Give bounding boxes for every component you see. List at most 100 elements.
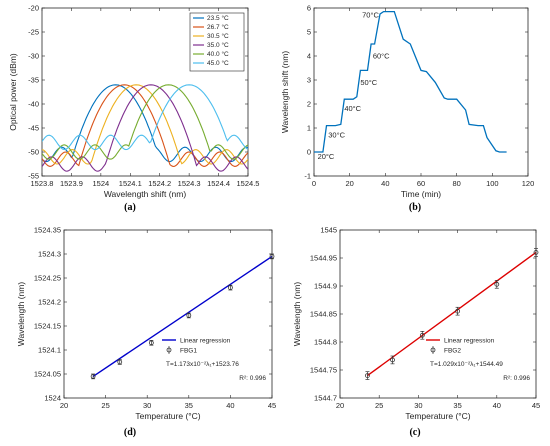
legend-entry: 30.5 °C bbox=[207, 32, 229, 40]
data-point bbox=[494, 281, 500, 287]
series-line bbox=[42, 84, 248, 151]
y-tick-label: 1544.9 bbox=[314, 282, 337, 291]
x-axis-label: Temperature (°C) bbox=[405, 411, 470, 421]
x-tick-label: 35 bbox=[453, 401, 461, 410]
x-tick-label: 40 bbox=[381, 179, 389, 188]
data-point bbox=[365, 373, 370, 379]
data-point bbox=[533, 249, 539, 255]
y-tick-label: 1 bbox=[307, 124, 311, 133]
x-tick-label: 1524.3 bbox=[178, 179, 201, 188]
fit-equation: T=1.029x10⁻²λ₁+1544.49 bbox=[430, 361, 503, 368]
panel-label: (d) bbox=[124, 427, 136, 438]
data-point bbox=[419, 332, 425, 338]
series-line bbox=[42, 84, 248, 160]
y-tick-label: -50 bbox=[28, 148, 39, 157]
temperature-annotation: 30°C bbox=[328, 131, 345, 140]
x-axis-label: Wavelength shift (nm) bbox=[104, 189, 187, 199]
y-tick-label: 0 bbox=[307, 148, 311, 157]
data-point bbox=[186, 313, 192, 318]
series-line bbox=[42, 84, 248, 172]
x-tick-label: 45 bbox=[268, 401, 276, 410]
x-tick-label: 35 bbox=[185, 401, 193, 410]
data-point bbox=[269, 253, 275, 259]
chart-panel-c: 20 25 30 35 40 45 1544.7 1544.75 1544.8 1544.85 15… bbox=[292, 226, 540, 439]
plot-frame bbox=[41, 7, 249, 177]
x-tick-label: 30 bbox=[143, 401, 151, 410]
y-tick-label: 5 bbox=[307, 28, 311, 37]
temperature-annotation: 40°C bbox=[344, 104, 361, 113]
panel-label: (c) bbox=[409, 427, 420, 438]
y-tick-label: 1524.35 bbox=[34, 226, 61, 235]
x-tick-label: 40 bbox=[493, 401, 501, 410]
x-tick-label: 1524 bbox=[93, 179, 110, 188]
y-axis-label: Optical power (dBm) bbox=[8, 53, 18, 131]
x-tick-label: 40 bbox=[226, 401, 234, 410]
y-axis-label: Wavelength shift (nm) bbox=[280, 51, 290, 134]
data-point bbox=[227, 285, 233, 291]
x-tick-label: 30 bbox=[414, 401, 422, 410]
y-tick-label: 1544.7 bbox=[314, 394, 337, 403]
x-tick-label: 0 bbox=[312, 179, 316, 188]
y-tick-label: 1524.1 bbox=[38, 346, 61, 355]
panel-label: (a) bbox=[124, 202, 136, 213]
y-tick-label: 1545 bbox=[320, 226, 337, 235]
plot-frame bbox=[63, 229, 273, 399]
x-tick-label: 1524.5 bbox=[237, 179, 260, 188]
y-tick-label: 1524.3 bbox=[38, 250, 61, 259]
data-point bbox=[455, 308, 461, 314]
y-tick-label: 1524.25 bbox=[34, 274, 61, 283]
x-tick-label: 100 bbox=[486, 179, 499, 188]
y-tick-label: 1544.75 bbox=[310, 366, 337, 375]
legend-entry: Linear regression bbox=[180, 338, 231, 345]
y-tick-label: -45 bbox=[28, 124, 39, 133]
x-axis-label: Temperature (°C) bbox=[135, 411, 200, 421]
temperature-annotation: 60°C bbox=[373, 51, 390, 60]
temperature-annotation: 20°C bbox=[318, 152, 335, 161]
panel-label: (b) bbox=[409, 202, 421, 213]
x-tick-label: 25 bbox=[375, 401, 383, 410]
y-tick-label: 1524.15 bbox=[34, 322, 61, 331]
y-tick-label: 1524.05 bbox=[34, 370, 61, 379]
y-tick-label: -35 bbox=[28, 76, 39, 85]
legend-entry: 40.0 °C bbox=[207, 50, 229, 58]
x-tick-label: 1524.4 bbox=[207, 179, 230, 188]
x-tick-label: 1524.2 bbox=[148, 179, 171, 188]
y-tick-label: -30 bbox=[28, 52, 39, 61]
x-tick-label: 60 bbox=[417, 179, 425, 188]
x-tick-label: 1524.1 bbox=[119, 179, 142, 188]
y-axis-label: Wavelength (nm) bbox=[292, 282, 302, 347]
legend-entry: 26.7 °C bbox=[207, 23, 229, 31]
x-tick-label: 25 bbox=[101, 401, 109, 410]
y-tick-label: 3 bbox=[307, 76, 311, 85]
data-point bbox=[90, 373, 96, 379]
y-axis-label: Wavelength (nm) bbox=[16, 282, 26, 347]
chart-panel-a: 1523.8 1523.9 1524 1524.1 1524.2 1524.3 1524.4… bbox=[8, 4, 259, 214]
legend-entry: 45.0 °C bbox=[207, 59, 229, 67]
y-tick-label: -25 bbox=[28, 28, 39, 37]
plot-frame bbox=[339, 229, 537, 399]
x-tick-label: 1523.8 bbox=[31, 179, 54, 188]
y-tick-label: 1544.95 bbox=[310, 254, 337, 263]
legend-entry: Linear regression bbox=[444, 338, 495, 345]
data-point bbox=[117, 359, 123, 365]
y-tick-label: 1524.2 bbox=[38, 298, 61, 307]
fit-equation: T=1.173x10⁻²λ₁+1523.76 bbox=[166, 361, 239, 368]
y-tick-label: 4 bbox=[307, 52, 311, 61]
x-tick-label: 80 bbox=[452, 179, 460, 188]
legend-entry: FBG1 bbox=[180, 348, 197, 355]
y-tick-label: -20 bbox=[28, 4, 39, 13]
r-squared: R²: 0.996 bbox=[503, 375, 530, 382]
x-tick-label: 45 bbox=[532, 401, 540, 410]
data-point bbox=[390, 357, 395, 363]
series-line bbox=[314, 10, 507, 153]
y-tick-label: 1544.85 bbox=[310, 310, 337, 319]
regression-line bbox=[367, 251, 537, 377]
y-tick-label: -55 bbox=[28, 172, 39, 181]
x-tick-label: 20 bbox=[345, 179, 353, 188]
chart-panel-d: 20 25 30 35 40 45 1524 1524.05 1524.1 1524.15 1524… bbox=[16, 226, 276, 439]
y-tick-label: 2 bbox=[307, 100, 311, 109]
y-tick-label: 1544.8 bbox=[314, 338, 337, 347]
legend-box bbox=[189, 12, 245, 72]
